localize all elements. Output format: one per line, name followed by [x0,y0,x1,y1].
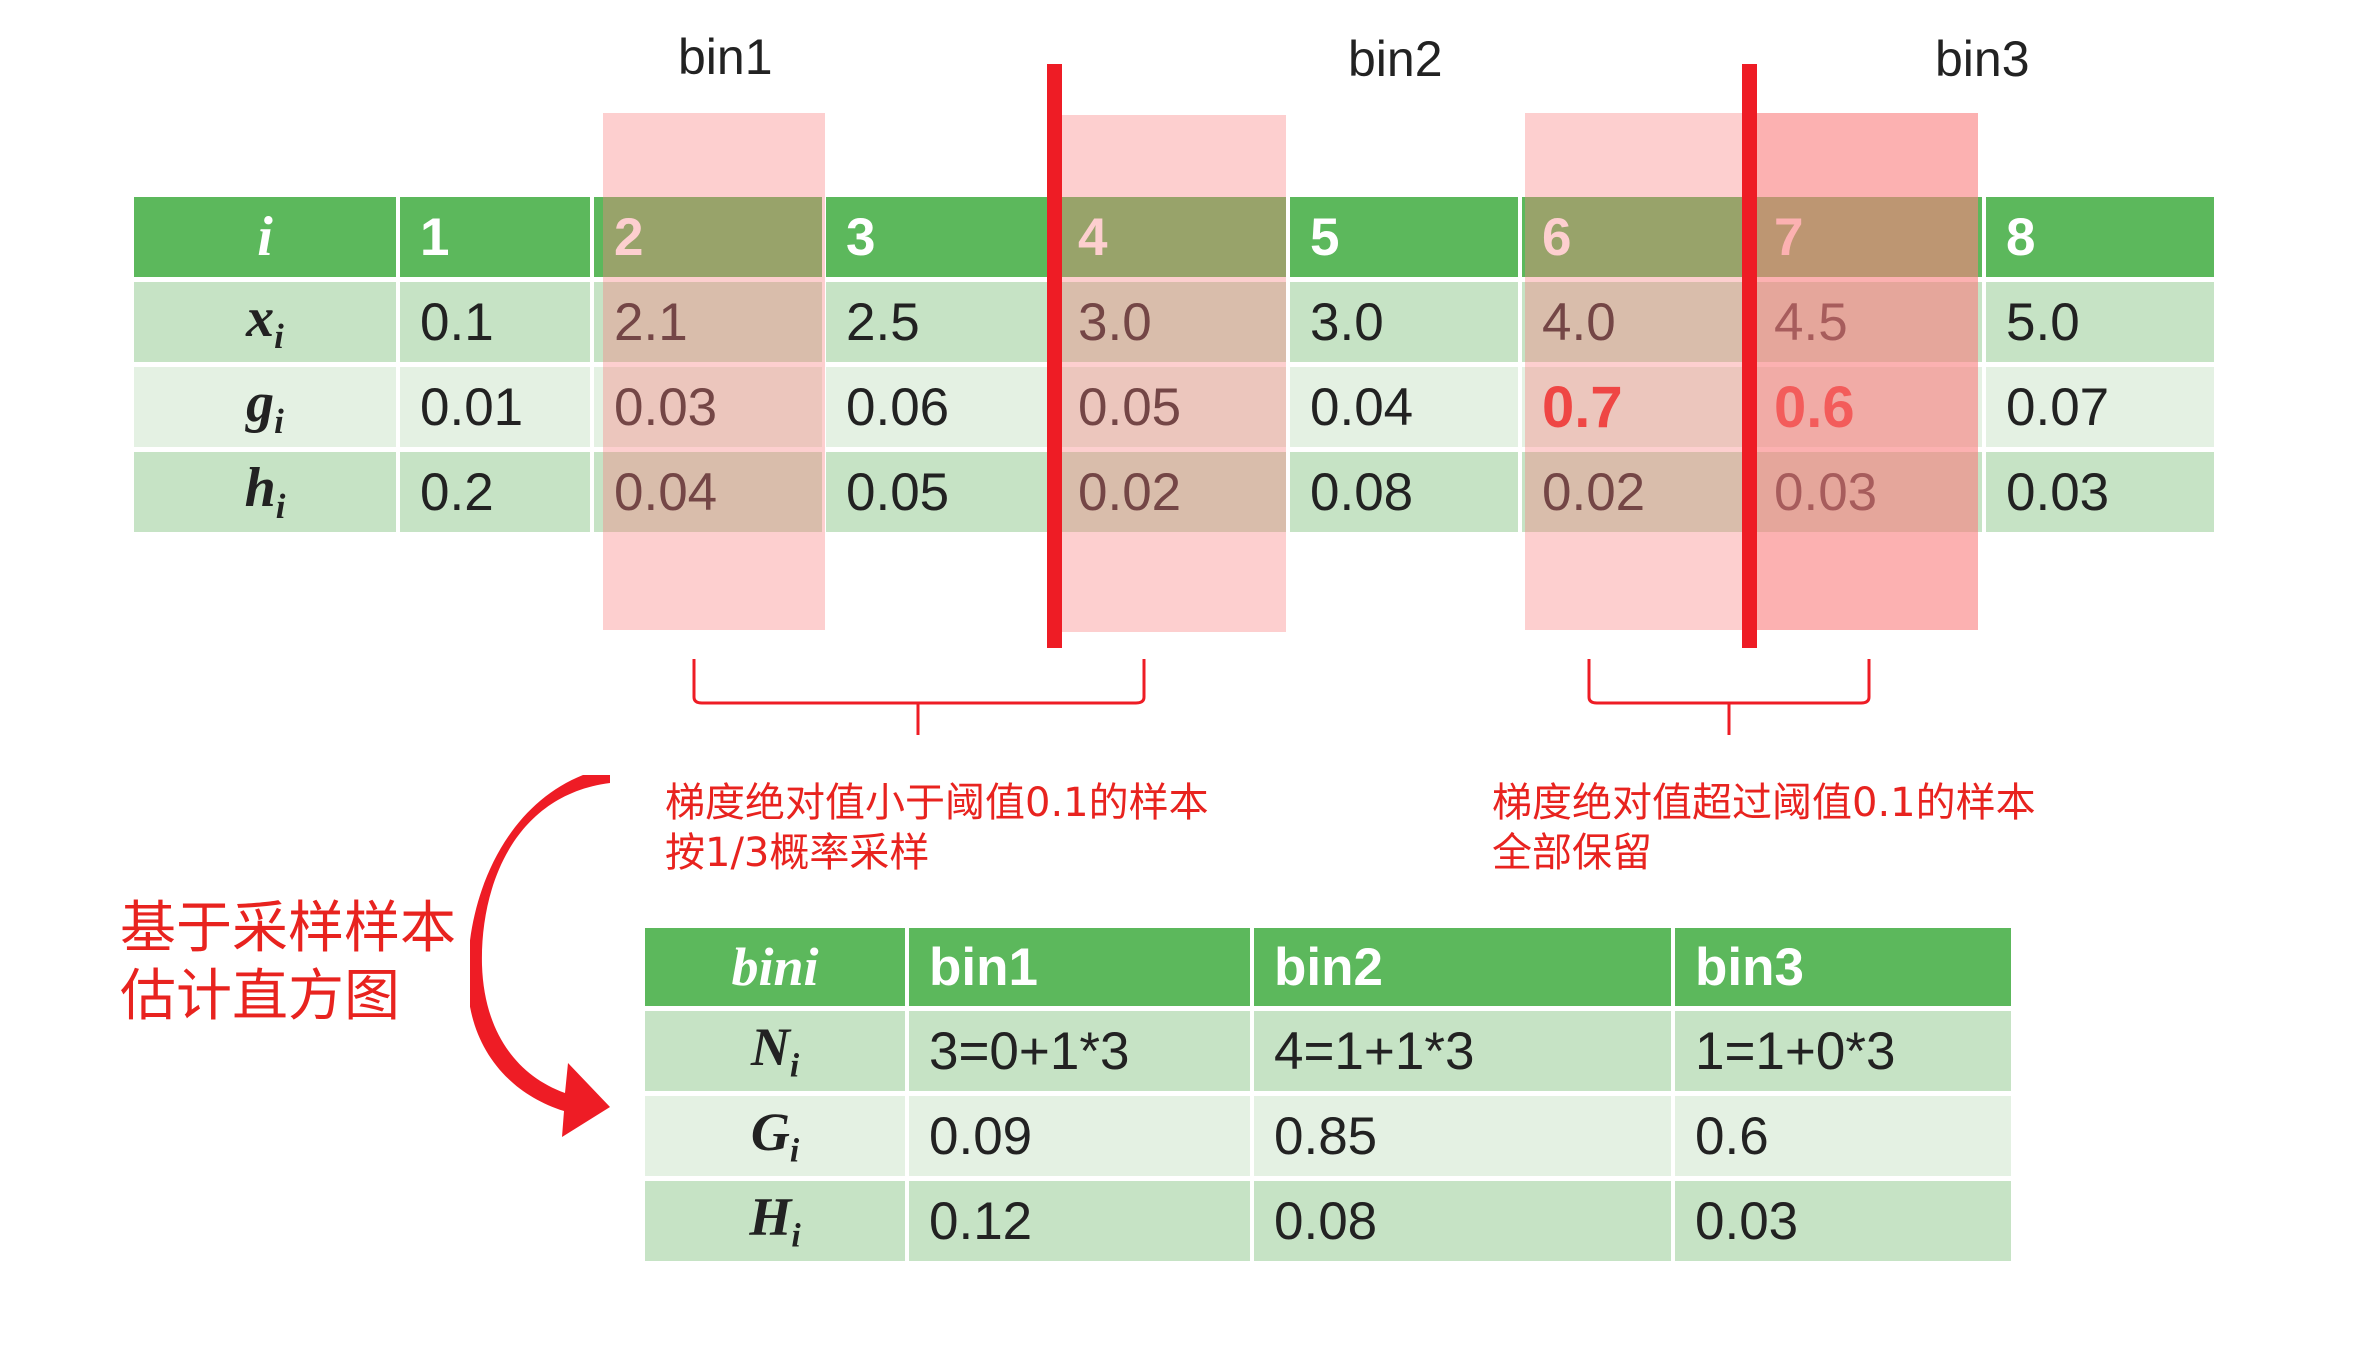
hessian-cell: 0.03 [1986,452,2214,532]
count-row-label: Ni [645,1011,905,1091]
bin-header-cell: bin1 [909,928,1250,1006]
histogram-note-line: 估计直方图 [120,964,400,1029]
hessian-row-label: hi [134,452,396,532]
brace-kept-graphic [1587,659,1871,735]
bin-boundary-line-1 [1047,64,1062,648]
bin-label-1: bin1 [678,29,773,85]
index-cell: 7 [1754,197,1982,277]
feature-cell: 0.1 [400,282,590,362]
gradient-cell: 0.06 [826,367,1054,447]
hessian-cell: 0.04 [594,452,822,532]
curved-arrow-icon [470,775,610,1137]
feature-cell: 2.1 [594,282,822,362]
hessian-sum-row-label: Hi [645,1181,905,1261]
gradient-row: gi 0.01 0.03 0.06 0.05 0.04 0.7 0.6 0.07 [134,367,2214,447]
index-cell: 1 [400,197,590,277]
feature-cell: 3.0 [1058,282,1286,362]
index-cell: 8 [1986,197,2214,277]
feature-cell: 4.5 [1754,282,1982,362]
histogram-table: bini bin1 bin2 bin3 Ni 3=0+1*3 4=1+1*3 1… [641,923,2015,1266]
count-cell: 4=1+1*3 [1254,1011,1671,1091]
feature-cell: 5.0 [1986,282,2214,362]
feature-cell: 2.5 [826,282,1054,362]
kept-note-line: 梯度绝对值超过阈值0.1的样本 [1492,780,2036,826]
feature-row: xi 0.1 2.1 2.5 3.0 3.0 4.0 4.5 5.0 [134,282,2214,362]
gradient-sum-cell: 0.09 [909,1096,1250,1176]
sample-table: i 1 2 3 4 5 6 7 8 xi 0.1 2.1 2.5 3.0 3.0… [130,192,2218,537]
feature-cell: 4.0 [1522,282,1750,362]
index-cell: 2 [594,197,822,277]
gradient-cell: 0.07 [1986,367,2214,447]
bin-label-2: bin2 [1348,31,1443,87]
bin-header-cell: bin3 [1675,928,2011,1006]
index-header: i [134,197,396,277]
index-cell: 5 [1290,197,1518,277]
count-row: Ni 3=0+1*3 4=1+1*3 1=1+0*3 [645,1011,2011,1091]
index-cell: 6 [1522,197,1750,277]
bin-boundary-line-2 [1742,64,1757,648]
count-cell: 3=0+1*3 [909,1011,1250,1091]
histogram-note: 基于采样样本 估计直方图 [120,895,456,1031]
gradient-sum-row-label: Gi [645,1096,905,1176]
brace-sampled-graphic [692,659,1146,735]
index-cell: 3 [826,197,1054,277]
hessian-cell: 0.02 [1058,452,1286,532]
gradient-sum-cell: 0.6 [1675,1096,2011,1176]
hessian-sum-cell: 0.12 [909,1181,1250,1261]
bin-label-3: bin3 [1935,31,2030,87]
gradient-cell: 0.03 [594,367,822,447]
gradient-cell: 0.05 [1058,367,1286,447]
sampled-note-line: 按1/3概率采样 [665,830,930,876]
hessian-cell: 0.2 [400,452,590,532]
hessian-cell: 0.05 [826,452,1054,532]
hessian-sum-cell: 0.03 [1675,1181,2011,1261]
gradient-cell: 0.01 [400,367,590,447]
gradient-cell-large: 0.6 [1754,367,1982,447]
histogram-note-line: 基于采样样本 [120,896,456,961]
sampled-note-line: 梯度绝对值小于阈值0.1的样本 [665,780,1209,826]
bin-header-cell: bin2 [1254,928,1671,1006]
count-cell: 1=1+0*3 [1675,1011,2011,1091]
kept-note-line: 全部保留 [1492,830,1652,876]
feature-row-label: xi [134,282,396,362]
gradient-row-label: gi [134,367,396,447]
bin-header: bini [645,928,905,1006]
feature-cell: 3.0 [1290,282,1518,362]
histogram-table-header: bini bin1 bin2 bin3 [645,928,2011,1006]
kept-note: 梯度绝对值超过阈值0.1的样本 全部保留 [1492,778,2036,878]
hessian-row: hi 0.2 0.04 0.05 0.02 0.08 0.02 0.03 0.0… [134,452,2214,532]
hessian-cell: 0.03 [1754,452,1982,532]
hessian-cell: 0.08 [1290,452,1518,532]
index-cell: 4 [1058,197,1286,277]
gradient-sum-row: Gi 0.09 0.85 0.6 [645,1096,2011,1176]
sampled-note: 梯度绝对值小于阈值0.1的样本 按1/3概率采样 [665,778,1209,878]
hessian-sum-cell: 0.08 [1254,1181,1671,1261]
gradient-sum-cell: 0.85 [1254,1096,1671,1176]
gradient-cell: 0.04 [1290,367,1518,447]
gradient-cell-large: 0.7 [1522,367,1750,447]
hessian-sum-row: Hi 0.12 0.08 0.03 [645,1181,2011,1261]
sample-table-header: i 1 2 3 4 5 6 7 8 [134,197,2214,277]
hessian-cell: 0.02 [1522,452,1750,532]
